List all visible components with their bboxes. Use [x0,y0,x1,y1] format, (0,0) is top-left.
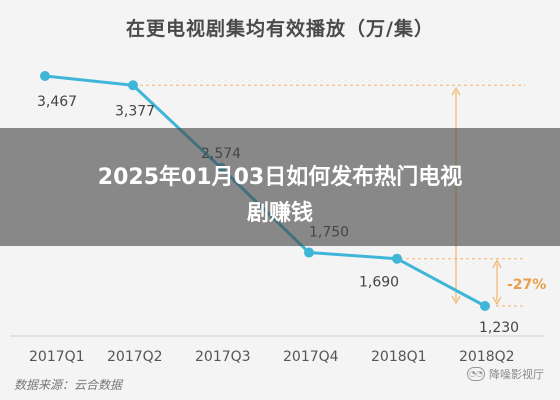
data-point [40,71,50,81]
range-arrow-long-head-bottom [451,295,461,305]
data-point [392,253,402,264]
data-label: 3,377 [115,103,155,119]
source-note: 数据来源：云合数据 [14,378,123,392]
data-label: 3,467 [37,94,77,110]
range-arrow-short-head-top [492,259,502,269]
x-tick-label: 2017Q4 [283,349,339,365]
x-tick-label: 2017Q3 [195,349,251,365]
change-annotation: -27% [507,277,546,293]
data-label: 1,230 [479,320,519,336]
watermark-label: 降噪影视厅 [489,368,544,381]
title-overlay-band [0,128,560,246]
overlay-title: 2025年01月03日如何发布热门电视 剧赚钱 [20,160,540,232]
x-tick-label: 2018Q2 [459,349,515,365]
range-arrow-long-head-top [451,87,461,96]
overlay-line-1: 2025年01月03日如何发布热门电视 [97,165,463,190]
data-label: 1,690 [359,275,399,291]
chart-title: 在更电视剧集均有效播放（万/集） [126,18,434,40]
wechat-icon: ◔◔ [467,367,485,381]
x-tick-label: 2017Q1 [29,349,85,365]
overlay-line-2: 剧赚钱 [246,201,313,226]
x-tick-label: 2018Q1 [371,349,427,365]
watermark: ◔◔ 降噪影视厅 [467,366,544,382]
data-point [480,301,490,311]
x-tick-label: 2017Q2 [107,349,163,365]
data-point [304,247,314,258]
range-arrow-short-head-bottom [492,296,502,306]
data-point [128,80,138,91]
